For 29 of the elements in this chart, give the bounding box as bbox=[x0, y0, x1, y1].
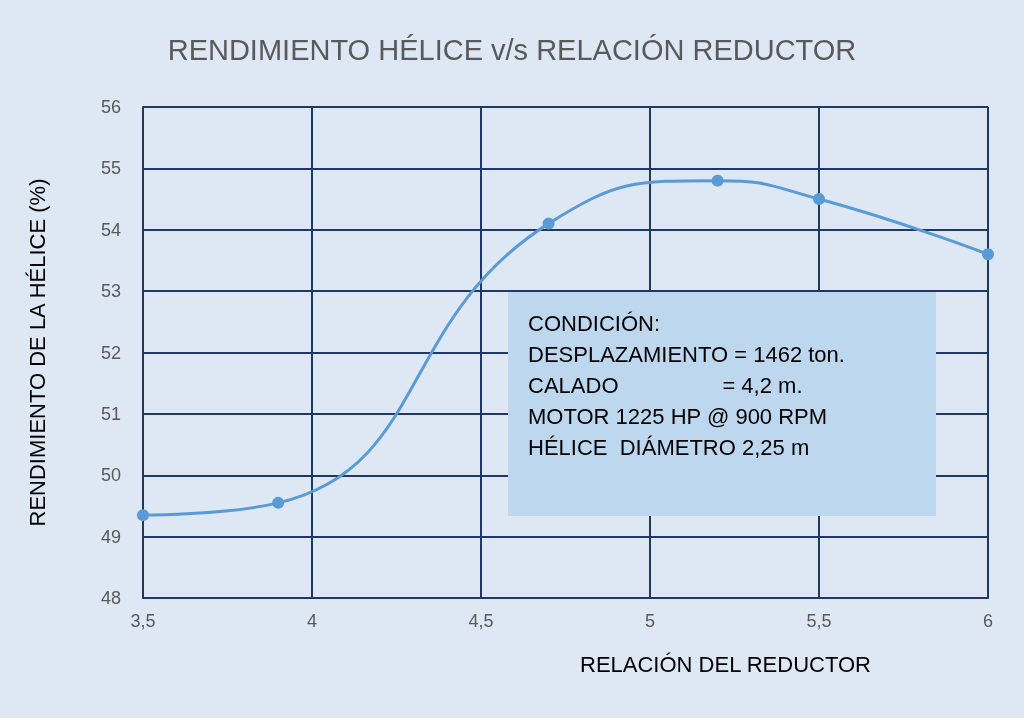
annotation: CALADO = 4,2 m. bbox=[528, 371, 804, 400]
x-axis-title: RELACIÓN DEL REDUCTOR bbox=[580, 651, 871, 677]
x-tick-label: 3,5 bbox=[130, 611, 156, 631]
point bbox=[982, 248, 994, 261]
point bbox=[813, 193, 825, 206]
x-tick-label: 6 bbox=[982, 611, 994, 631]
y-tick-label: 49 bbox=[100, 526, 121, 547]
chart-title: RENDIMIENTO HÉLICE v/s RELACIÓN REDUCTOR bbox=[167, 33, 857, 66]
y-tick-label: 53 bbox=[100, 281, 121, 302]
x-tick-label: 5 bbox=[644, 611, 656, 631]
annotation: CONDICIÓN: bbox=[528, 309, 662, 338]
y-tick-label: 56 bbox=[100, 97, 121, 117]
point bbox=[711, 174, 724, 187]
point bbox=[137, 509, 149, 522]
x-tick-label: 4,5 bbox=[468, 611, 494, 631]
annotation: HÉLICE DIÁMETRO 2,25 m bbox=[528, 433, 811, 462]
y-tick-label: 55 bbox=[100, 158, 121, 179]
y-tick-label: 50 bbox=[100, 465, 121, 486]
y-axis-title: RENDIMIENTO DE LA HÉLICE (%) bbox=[24, 178, 50, 527]
x-tick-label: 5,5 bbox=[806, 611, 832, 631]
annotation: DESPLAZAMIENTO = 1462 ton. bbox=[528, 340, 846, 369]
y-tick-label: 51 bbox=[100, 403, 121, 424]
y-tick-label: 54 bbox=[100, 219, 121, 240]
y-tick-label: 52 bbox=[100, 342, 121, 363]
y-tick-label: 48 bbox=[100, 588, 121, 608]
annotation: MOTOR 1225 HP @ 900 RPM bbox=[528, 402, 829, 431]
point bbox=[542, 217, 555, 230]
point bbox=[272, 496, 285, 509]
x-tick-label: 4 bbox=[306, 611, 318, 631]
